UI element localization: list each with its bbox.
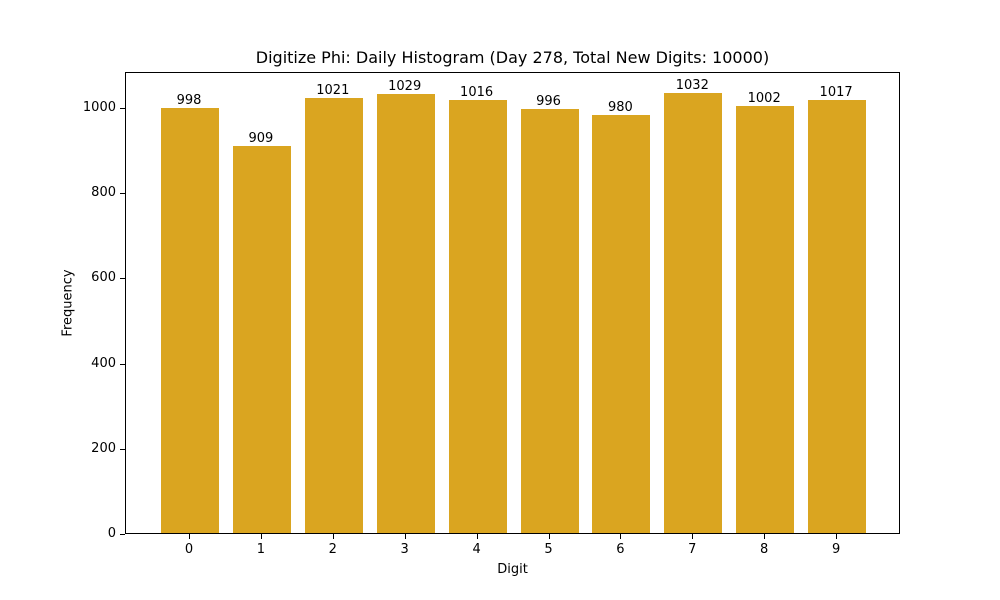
bar-7 <box>664 93 723 533</box>
y-tick <box>120 534 125 535</box>
x-tick-label: 3 <box>400 542 409 557</box>
bar-value-label: 1029 <box>388 79 422 95</box>
x-tick-label: 0 <box>184 542 194 557</box>
x-tick-label: 2 <box>328 542 337 557</box>
x-tick-label: 6 <box>616 542 625 557</box>
x-tick <box>620 534 621 539</box>
bar-value-label: 1017 <box>819 84 853 100</box>
bar-1 <box>232 145 291 533</box>
bar-value-label: 909 <box>248 130 274 146</box>
y-tick <box>120 278 125 279</box>
bar-3 <box>376 94 435 533</box>
x-tick-label: 4 <box>472 542 481 557</box>
y-tick-label: 1000 <box>82 99 116 115</box>
x-tick <box>764 534 765 539</box>
chart-title: Digitize Phi: Daily Histogram (Day 278, … <box>255 48 770 67</box>
x-tick <box>477 534 478 539</box>
bar-value-label: 996 <box>536 93 561 109</box>
x-tick-label: 9 <box>831 542 841 557</box>
y-tick <box>120 108 125 109</box>
bar-5 <box>520 108 579 533</box>
x-tick <box>333 534 334 539</box>
x-tick <box>189 534 190 539</box>
x-tick <box>405 534 406 539</box>
y-tick-label: 800 <box>91 185 116 201</box>
bar-value-label: 1002 <box>747 90 781 106</box>
bar-value-label: 1032 <box>675 78 709 94</box>
bar-8 <box>736 105 795 533</box>
x-tick-label: 1 <box>256 542 266 557</box>
bar-value-label: 1021 <box>316 82 350 98</box>
x-tick-label: 7 <box>688 542 697 557</box>
y-tick-label: 0 <box>107 526 116 541</box>
bar-9 <box>808 99 867 533</box>
x-tick <box>549 534 550 539</box>
y-tick <box>120 193 125 194</box>
bar-value-label: 980 <box>607 100 633 116</box>
x-tick <box>836 534 837 539</box>
x-tick-label: 8 <box>760 542 769 557</box>
plot-area <box>125 72 900 534</box>
y-tick-label: 600 <box>91 270 116 286</box>
bar-0 <box>161 107 219 533</box>
y-tick <box>120 449 125 450</box>
bar-6 <box>592 115 651 533</box>
x-tick-label: 5 <box>544 542 553 557</box>
bar-value-label: 998 <box>176 92 202 108</box>
bar-value-label: 1016 <box>460 84 494 100</box>
x-tick <box>692 534 693 539</box>
bar-2 <box>304 97 363 533</box>
y-tick <box>120 364 125 365</box>
y-tick-label: 400 <box>91 355 116 371</box>
x-axis-label: Digit <box>497 562 528 577</box>
y-tick-label: 200 <box>91 440 116 456</box>
x-tick <box>261 534 262 539</box>
bar-4 <box>448 99 507 533</box>
